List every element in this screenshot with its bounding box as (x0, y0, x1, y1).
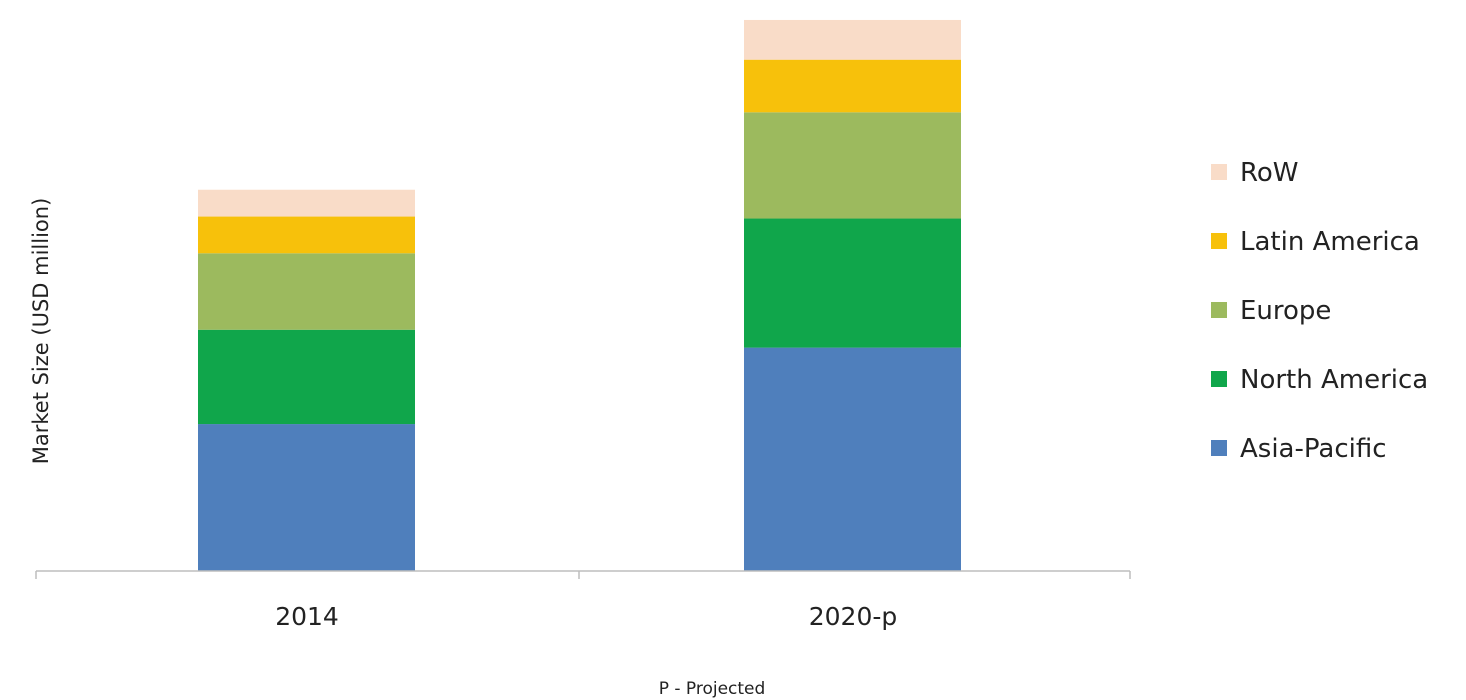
legend: RoW Latin America Europe North America Asia-… (1211, 158, 1428, 464)
legend-label-asia-pacific: Asia-Pacific (1240, 434, 1387, 464)
x-tick-label-2014: 2014 (275, 602, 339, 631)
legend-label-row: RoW (1240, 158, 1299, 188)
bar-segment-2014-north-america (198, 329, 415, 425)
legend-label-north-america: North America (1240, 365, 1428, 395)
bar-segment-2014-row (198, 189, 415, 217)
legend-item-row: RoW (1211, 158, 1299, 188)
legend-item-europe: Europe (1211, 296, 1331, 326)
bars-group (198, 19, 961, 571)
legend-swatch-north-america (1211, 371, 1227, 387)
bar-segment-2014-latin-america (198, 216, 415, 254)
legend-item-north-america: North America (1211, 365, 1428, 395)
bar-segment-2020-p-row (744, 19, 961, 60)
legend-item-asia-pacific: Asia-Pacific (1211, 434, 1387, 464)
bar-segment-2020-p-asia-pacific (744, 347, 961, 571)
bar-segment-2020-p-latin-america (744, 59, 961, 113)
legend-swatch-asia-pacific (1211, 440, 1227, 456)
legend-label-europe: Europe (1240, 296, 1331, 326)
bar-segment-2020-p-north-america (744, 218, 961, 348)
x-axis-ticks: 2014 2020-p (35, 571, 1131, 631)
legend-item-latin-america: Latin America (1211, 227, 1420, 257)
legend-swatch-row (1211, 164, 1227, 180)
bar-segment-2014-asia-pacific (198, 424, 415, 571)
y-axis-label: Market Size (USD million) (29, 198, 53, 465)
x-tick-label-2020-p: 2020-p (809, 602, 898, 631)
footnote-projected: P - Projected (659, 679, 766, 699)
legend-swatch-latin-america (1211, 233, 1227, 249)
legend-label-latin-america: Latin America (1240, 227, 1420, 257)
legend-swatch-europe (1211, 302, 1227, 318)
bar-segment-2014-europe (198, 253, 415, 330)
bar-segment-2020-p-europe (744, 112, 961, 219)
